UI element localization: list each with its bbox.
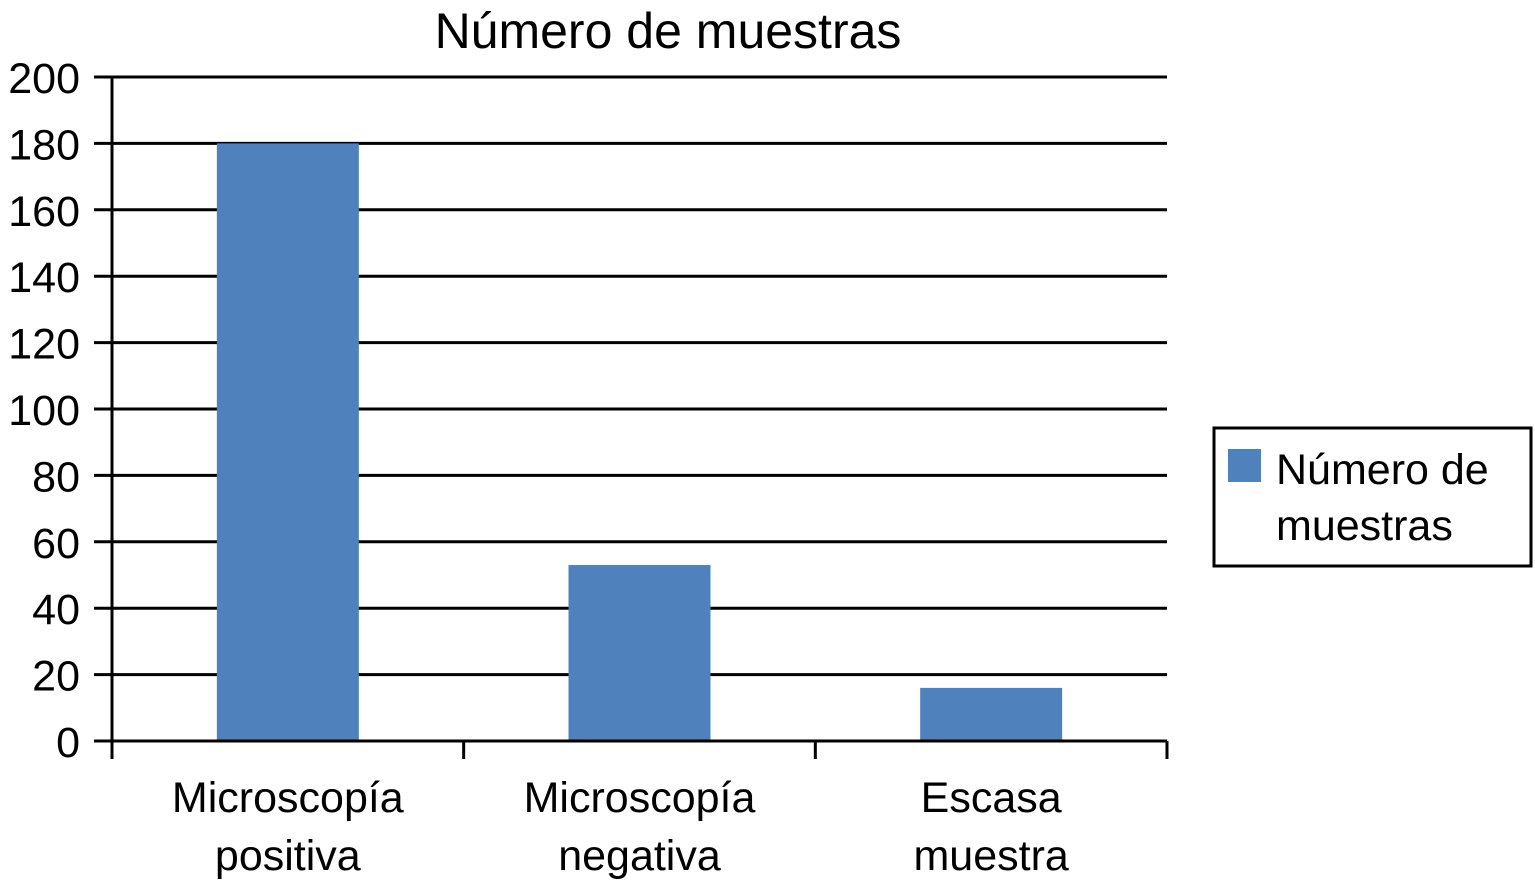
legend-label-line-2: muestras (1276, 502, 1453, 550)
y-tick-labels: 0 20 40 60 80 100 120 140 160 180 200 (8, 55, 80, 767)
bars (216, 143, 1063, 741)
bar (920, 687, 1063, 741)
y-tick-label: 20 (32, 653, 80, 701)
x-tick-labels: Microscopía positiva Microscopía negativa Es… (172, 774, 1069, 880)
y-tick-label: 0 (56, 719, 80, 767)
x-tick-label: Escasa (921, 774, 1062, 822)
legend-box (1212, 426, 1533, 568)
axes (94, 75, 1169, 759)
x-tick-label: negativa (558, 832, 721, 880)
y-tick-label: 160 (8, 188, 80, 236)
y-tick-label: 120 (8, 321, 80, 369)
y-tick-label: 140 (8, 254, 80, 302)
y-tick-label: 200 (8, 55, 80, 103)
y-tick-label: 80 (32, 453, 80, 501)
y-tick-label: 180 (8, 121, 80, 169)
y-tick-label: 100 (8, 387, 80, 435)
x-tick-label: Microscopía (524, 774, 756, 822)
x-tick-label: muestra (913, 832, 1068, 880)
x-tick-label: Microscopía (172, 774, 404, 822)
x-tick-label: positiva (215, 832, 361, 880)
bar (568, 565, 711, 741)
y-tick-label: 60 (32, 520, 80, 568)
legend: Número de muestras (1212, 426, 1533, 568)
legend-label-line-1: Número de (1276, 446, 1489, 494)
chart-title: Número de muestras (435, 3, 902, 59)
bar (216, 143, 359, 741)
y-tick-label: 40 (32, 586, 80, 634)
legend-swatch (1228, 449, 1261, 482)
